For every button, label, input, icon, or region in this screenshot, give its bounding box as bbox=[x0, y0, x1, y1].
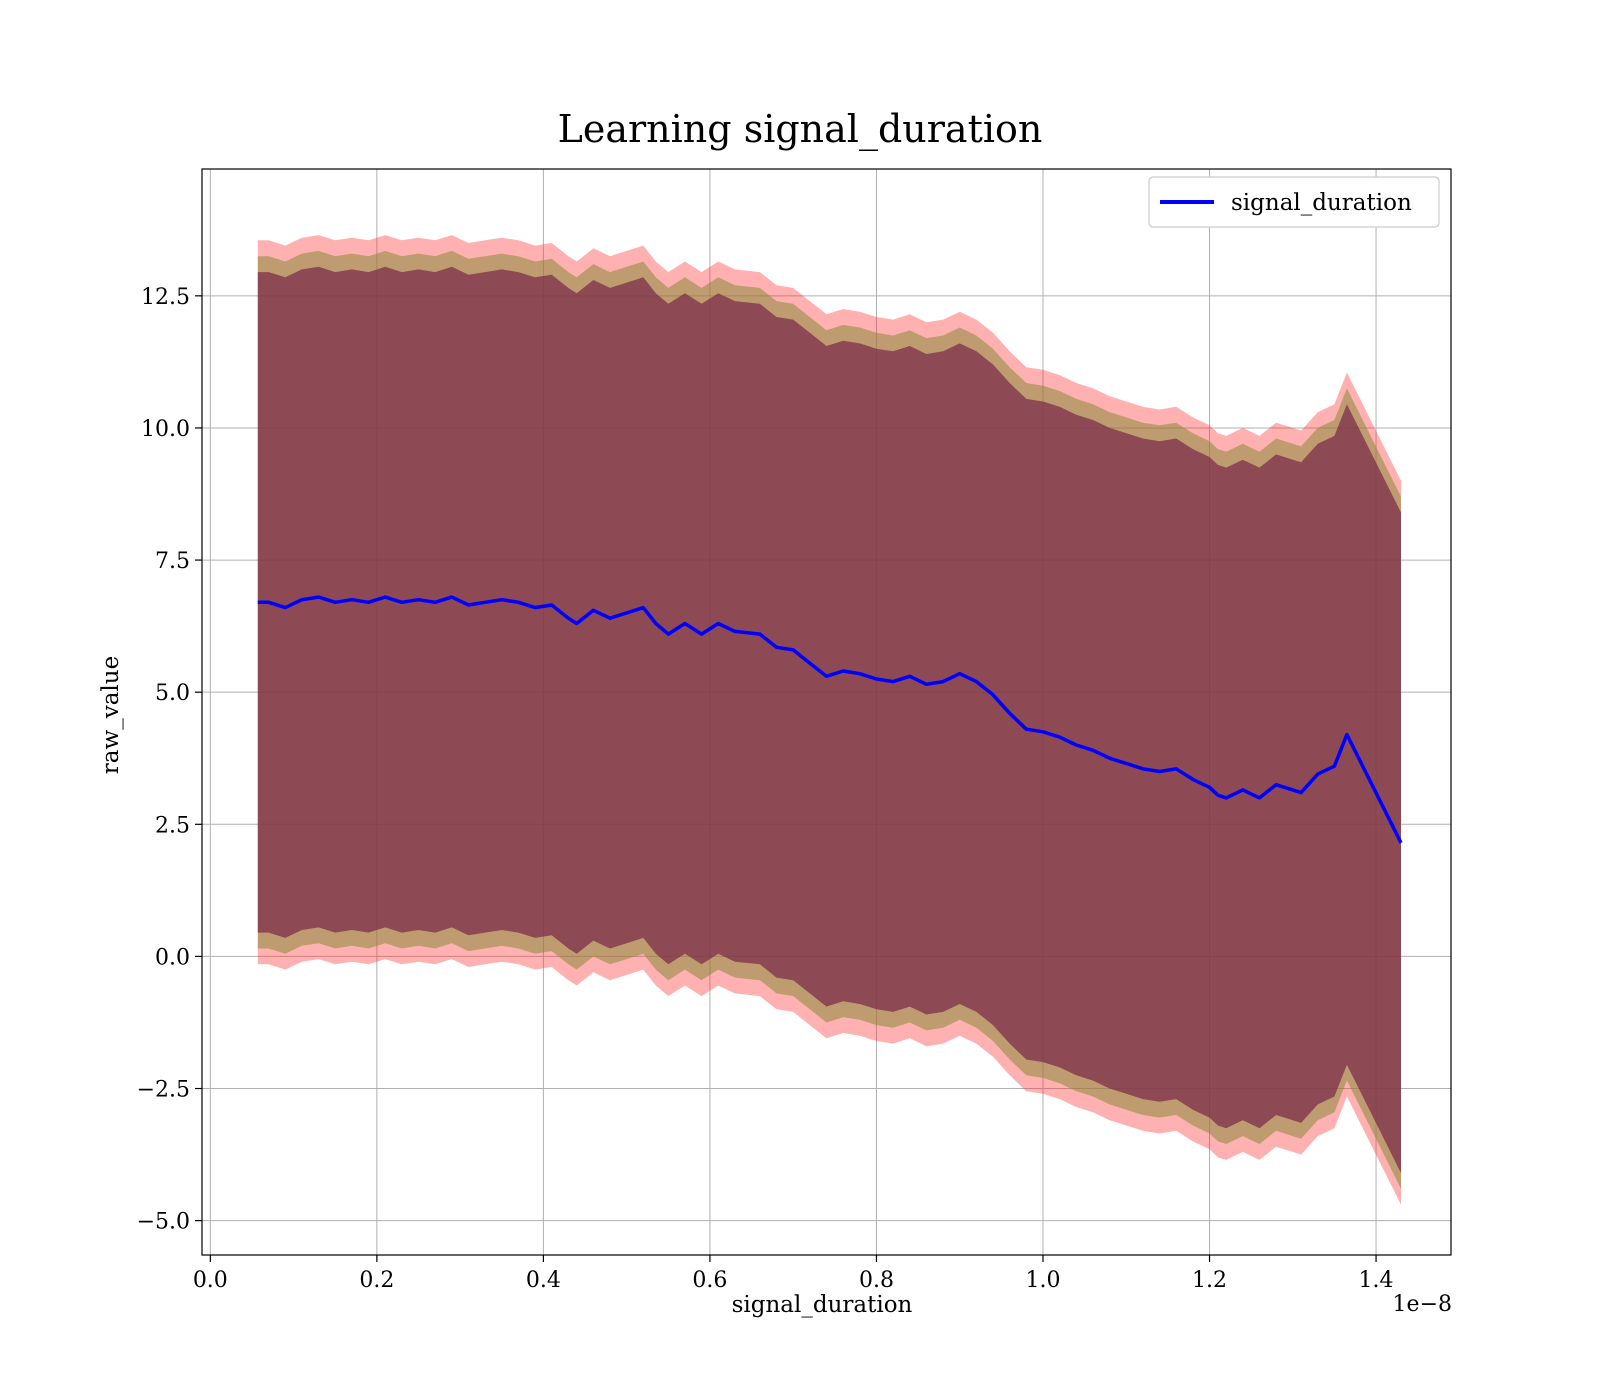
plot-frame bbox=[201, 168, 1452, 1256]
x-tick-label: 0.8 bbox=[859, 1268, 894, 1293]
x-tick-label: 1.2 bbox=[1192, 1268, 1227, 1293]
band-inner bbox=[257, 266, 1401, 1174]
series-line-signal-duration bbox=[257, 595, 1403, 844]
x-tick-label: 0.0 bbox=[193, 1268, 228, 1293]
y-tick-label: 5.0 bbox=[155, 681, 190, 706]
x-tick-label: 0.6 bbox=[692, 1268, 727, 1293]
x-axis-offset-text: 1e−8 bbox=[1393, 1292, 1452, 1317]
x-axis-ticks: 0.0 0.2 0.4 0.6 0.8 1.0 1.2 1.4 bbox=[193, 1255, 1394, 1293]
y-tick-label: −5.0 bbox=[137, 1210, 190, 1235]
y-tick-label: 7.5 bbox=[155, 549, 190, 574]
legend-box bbox=[1148, 176, 1440, 228]
x-tick-label: 0.2 bbox=[359, 1268, 394, 1293]
x-axis-label: signal_duration bbox=[732, 1292, 913, 1318]
y-axis-ticks: −5.0 −2.5 0.0 2.5 5.0 7.5 10.0 12.5 bbox=[137, 285, 202, 1235]
legend-label: signal_duration bbox=[1231, 190, 1412, 216]
y-tick-label: 0.0 bbox=[155, 945, 190, 970]
chart-title: Learning signal_duration bbox=[558, 107, 1043, 152]
confidence-bands bbox=[257, 235, 1401, 1205]
y-tick-label: −2.5 bbox=[137, 1078, 190, 1103]
y-tick-label: 10.0 bbox=[141, 417, 190, 442]
y-axis-label: raw_value bbox=[98, 656, 124, 774]
y-tick-label: 2.5 bbox=[155, 813, 190, 838]
x-tick-label: 0.4 bbox=[526, 1268, 561, 1293]
y-tick-label: 12.5 bbox=[141, 285, 190, 310]
legend: signal_duration bbox=[1148, 176, 1440, 228]
series-lines bbox=[257, 595, 1403, 844]
x-tick-label: 1.0 bbox=[1025, 1268, 1060, 1293]
x-tick-label: 1.4 bbox=[1359, 1268, 1394, 1293]
